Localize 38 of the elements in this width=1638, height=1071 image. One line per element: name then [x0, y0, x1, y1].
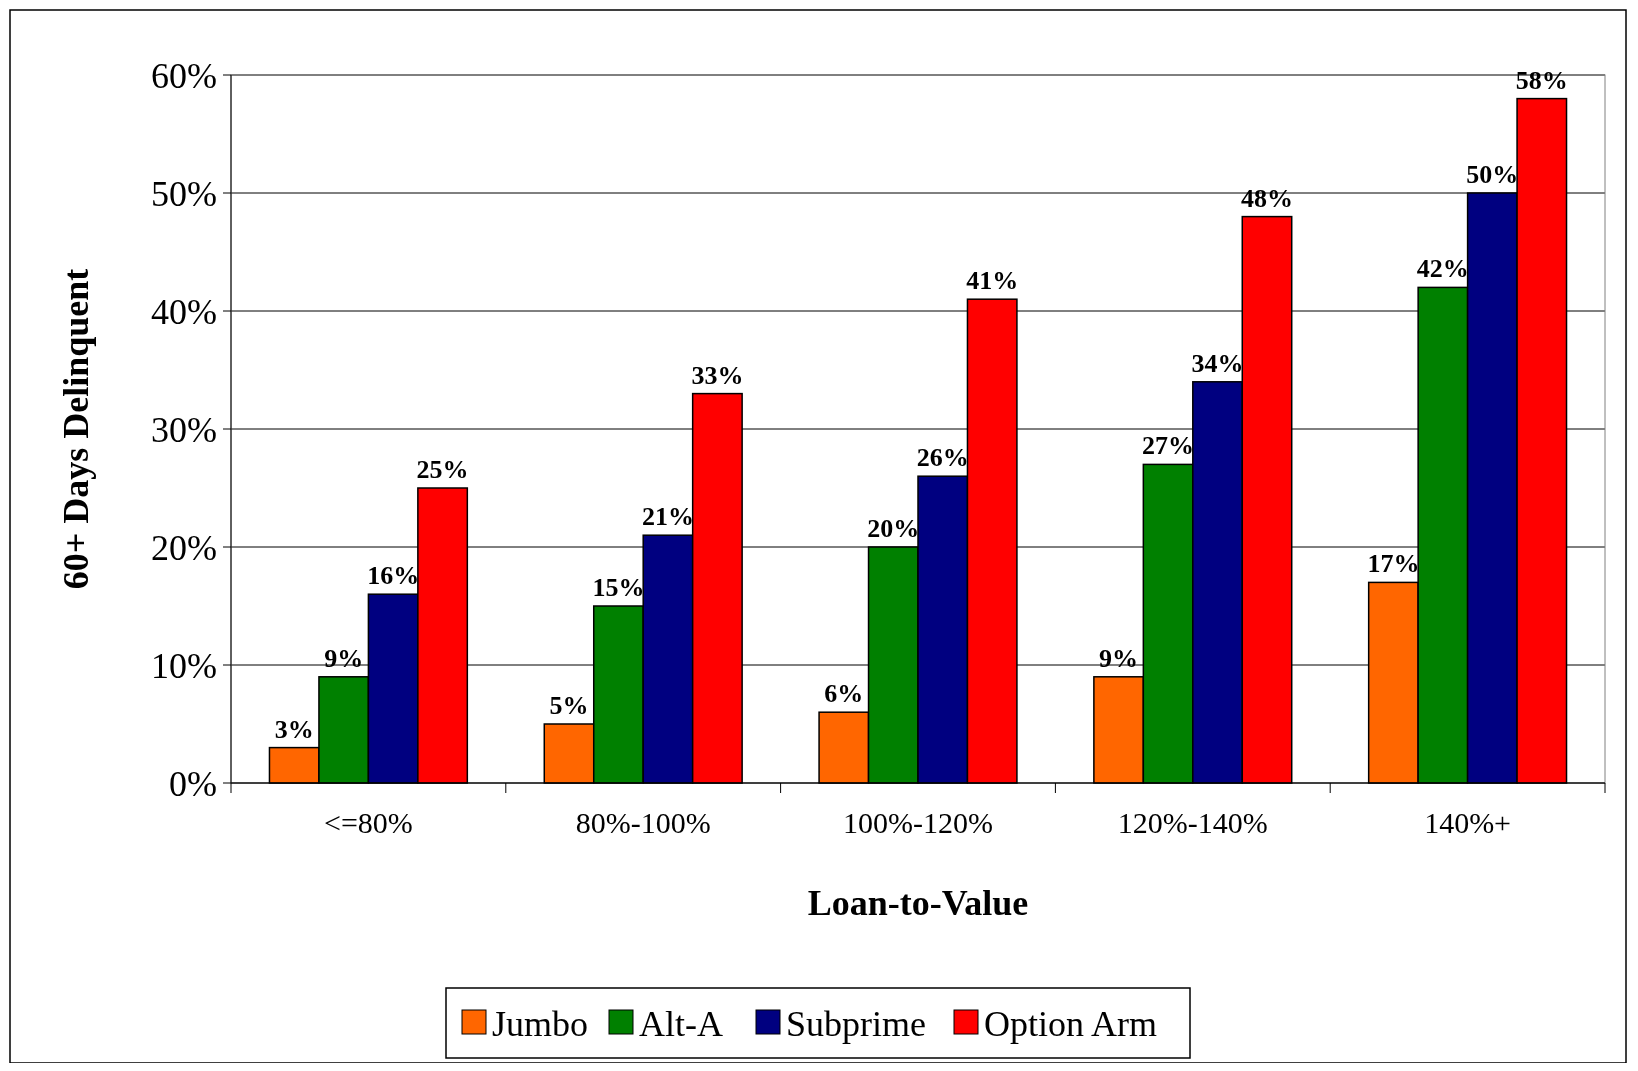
- data-label: 34%: [1191, 348, 1244, 378]
- data-label: 6%: [824, 679, 864, 709]
- legend-label: Jumbo: [492, 1003, 589, 1044]
- data-label: 42%: [1416, 254, 1469, 284]
- y-tick-label: 30%: [151, 409, 217, 450]
- x-tick-label: 100%-120%: [843, 806, 993, 839]
- data-label: 9%: [324, 643, 364, 673]
- data-label: 41%: [966, 266, 1019, 296]
- data-label: 5%: [549, 691, 589, 720]
- y-axis-title: 60+ Days Delinquent: [56, 268, 96, 590]
- data-label: 26%: [916, 443, 969, 473]
- x-tick-label: <=80%: [323, 806, 413, 839]
- data-label: 33%: [691, 360, 744, 390]
- y-tick-label: 10%: [151, 645, 217, 686]
- data-label: 25%: [416, 455, 469, 484]
- legend-label: Option Arm: [984, 1003, 1158, 1044]
- y-tick-label: 60%: [151, 55, 217, 96]
- y-tick-label: 50%: [151, 173, 217, 214]
- data-label: 21%: [641, 502, 694, 532]
- y-tick-label: 20%: [151, 527, 217, 568]
- y-tick-label: 40%: [151, 291, 217, 332]
- data-label: 50%: [1466, 160, 1519, 189]
- data-label: 16%: [367, 561, 420, 591]
- data-label: 58%: [1515, 65, 1568, 95]
- x-tick-label: 140%+: [1424, 806, 1512, 839]
- x-axis-title: Loan-to-Value: [807, 883, 1029, 923]
- data-label: 3%: [274, 714, 314, 744]
- legend-label: Subprime: [786, 1003, 926, 1044]
- data-label: 15%: [592, 573, 645, 602]
- x-tick-label: 120%-140%: [1117, 806, 1268, 839]
- data-label: 27%: [1142, 431, 1195, 461]
- y-tick-label: 0%: [169, 763, 217, 804]
- legend-label: Alt-A: [639, 1003, 723, 1044]
- x-tick-label: 80%-100%: [575, 806, 711, 839]
- data-label: 20%: [867, 514, 920, 543]
- data-label: 17%: [1367, 549, 1420, 579]
- data-label: 9%: [1099, 643, 1139, 673]
- data-label: 48%: [1241, 183, 1293, 213]
